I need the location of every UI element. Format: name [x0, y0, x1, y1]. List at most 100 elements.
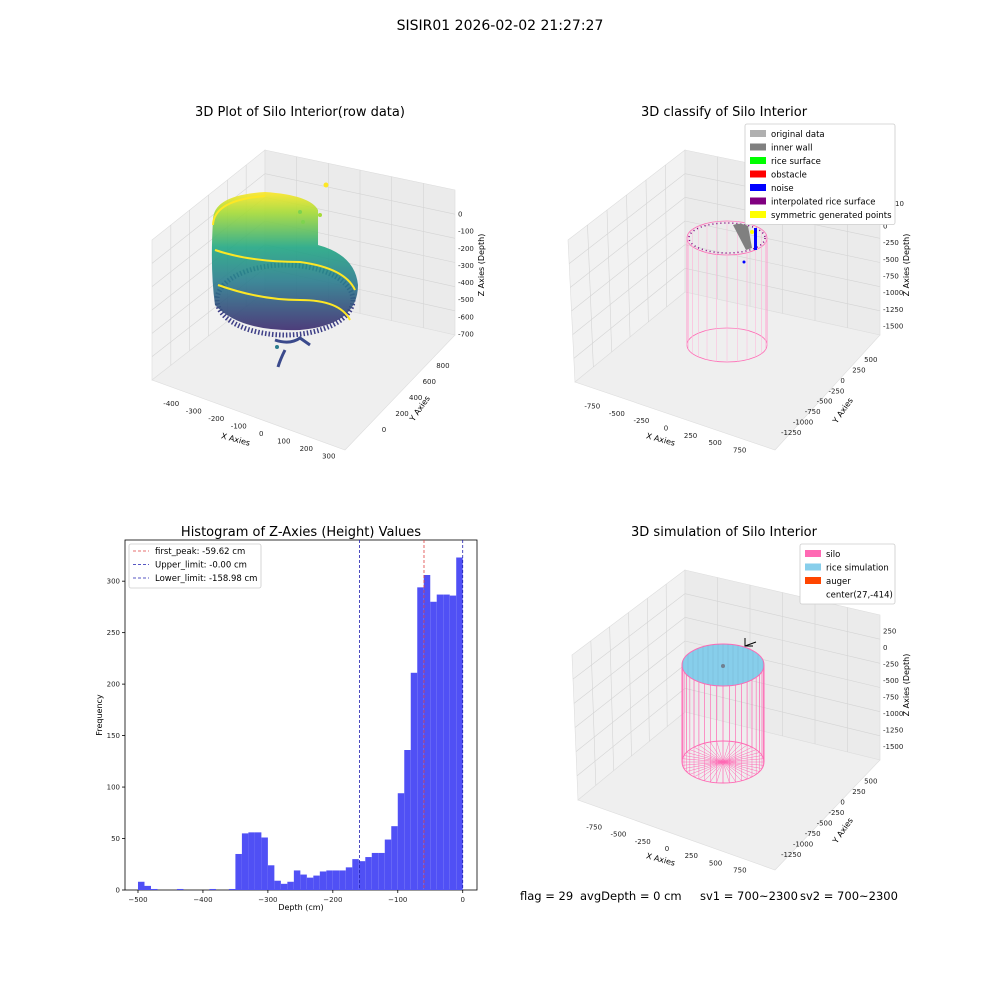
chart4-ylabel: Y Axies — [830, 816, 855, 846]
histogram-bar — [430, 601, 437, 890]
chart2-z-tick: -250 — [883, 239, 899, 247]
histogram-bar — [137, 881, 145, 890]
chart3-legend: first_peak: -59.62 cm Upper_limit: -0.00 … — [128, 543, 262, 589]
chart3-y-tick: 200 — [107, 681, 120, 689]
chart4-y-tick: 0 — [840, 798, 844, 806]
chart3-x-tick: −300 — [258, 896, 277, 904]
chart2-y-tick: -500 — [817, 398, 833, 406]
chart4-z-tick: 250 — [883, 627, 896, 635]
histogram-bar — [449, 595, 457, 890]
histogram-bar — [339, 870, 346, 890]
legend-swatch — [750, 143, 766, 151]
histogram-bar — [345, 867, 353, 890]
chart3-ylabel: Frequency — [95, 694, 104, 736]
chart3-x-tick: −200 — [323, 896, 342, 904]
legend-label: symmetric generated points — [771, 211, 892, 221]
chart4-xlabel: X Axies — [645, 851, 676, 867]
histogram-bar — [365, 857, 372, 890]
chart1-title: 3D Plot of Silo Interior(row data) — [195, 105, 405, 120]
chart4-y-tick: -500 — [817, 819, 833, 827]
chart2-z-tick: -500 — [883, 256, 899, 264]
histogram-bar — [378, 852, 385, 890]
chart2-z-tick: 0 — [883, 222, 887, 230]
chart2-z-tick: -750 — [883, 273, 899, 281]
chart1-z-tick: -400 — [458, 279, 474, 287]
histogram-bar — [436, 594, 444, 890]
histogram-bar — [332, 870, 340, 890]
chart4-z-tick: -500 — [883, 677, 899, 685]
simulation-3d-plot: 3D simulation of Silo Interior -750-500-… — [571, 525, 911, 874]
chart1-y-tick: 600 — [423, 378, 436, 386]
histogram-bar — [352, 859, 359, 890]
chart2-z-tick: -1000 — [883, 289, 903, 297]
chart3-xlabel: Depth (cm) — [278, 903, 323, 912]
chart4-y-tick: -250 — [828, 809, 844, 817]
chart2-y-tick: -250 — [828, 387, 844, 395]
chart4-y-tick: -1250 — [781, 851, 801, 859]
chart4-legend: silo rice simulation auger center(27,-414) — [799, 543, 896, 605]
legend-label: center(27,-414) — [826, 591, 893, 601]
chart3-y-tick: 50 — [111, 835, 120, 843]
histogram-bar — [274, 880, 281, 890]
chart3-y-tick: 150 — [107, 732, 120, 740]
chart1-x-tick: -200 — [208, 415, 224, 423]
chart3-y-tick: 100 — [107, 784, 120, 792]
legend-label: first_peak: -59.62 cm — [155, 547, 245, 557]
histogram-bar — [293, 870, 301, 890]
footer-sv2: sv2 = 700~2300 — [800, 889, 898, 903]
legend-label: noise — [771, 184, 794, 194]
chart4-z-tick: -250 — [883, 660, 899, 668]
chart1-x-tick: 100 — [277, 437, 290, 445]
chart4-x-tick: -750 — [586, 824, 602, 832]
histogram-bar — [456, 557, 463, 890]
chart4-z-tick: -1250 — [883, 726, 903, 734]
chart1-x-tick: 0 — [259, 430, 263, 438]
chart2-y-tick: -1000 — [793, 418, 813, 426]
legend-swatch — [750, 184, 766, 191]
chart1-y-tick: 200 — [395, 410, 408, 418]
chart1-z-tick: -600 — [458, 313, 474, 321]
chart4-x-tick: 750 — [733, 866, 746, 874]
chart1-z-tick: -500 — [458, 296, 474, 304]
chart2-y-tick: 500 — [864, 356, 877, 364]
chart4-y-tick: 250 — [852, 788, 865, 796]
chart2-z-top-label: 10 — [895, 200, 904, 208]
chart2-y-tick: -1250 — [781, 429, 801, 437]
histogram-bar — [319, 871, 327, 890]
chart2-x-tick: -750 — [584, 403, 600, 411]
chart4-x-tick: 0 — [665, 845, 669, 853]
chart2-title: 3D classify of Silo Interior — [641, 105, 808, 120]
chart2-y-tick: 0 — [840, 377, 844, 385]
histogram-bar — [144, 885, 151, 890]
chart2-z-tick: -1250 — [883, 306, 903, 314]
histogram-bar — [391, 826, 398, 890]
legend-swatch — [750, 130, 766, 137]
chart1-z-tick: -200 — [458, 245, 474, 253]
legend-label: original data — [771, 130, 825, 140]
histogram-bar — [241, 833, 249, 890]
footer-avg-depth: avgDepth = 0 cm — [580, 889, 682, 903]
chart2-x-tick: 750 — [733, 446, 746, 454]
classified-silo-wireframe — [686, 220, 768, 363]
chart1-z-tick: 0 — [458, 211, 462, 219]
chart1-y-tick: 400 — [409, 394, 422, 402]
chart1-x-tick: 200 — [300, 445, 313, 453]
histogram-bar — [228, 888, 236, 890]
histogram-bar — [384, 839, 392, 890]
chart1-z-tick: -100 — [458, 228, 474, 236]
chart1-zlabel: Z Axies (Depth) — [477, 234, 486, 297]
chart2-x-tick: 0 — [664, 425, 668, 433]
legend-swatch — [805, 577, 821, 584]
legend-swatch — [750, 197, 766, 205]
chart3-y-tick: 300 — [107, 578, 120, 586]
chart4-z-tick: -1000 — [883, 710, 903, 718]
legend-swatch — [750, 211, 766, 218]
chart2-z-tick: -1500 — [883, 323, 903, 331]
chart3-x-tick: 0 — [460, 896, 464, 904]
chart2-x-tick: 250 — [684, 432, 697, 440]
legend-label: inner wall — [771, 144, 812, 154]
histogram-bar — [404, 750, 411, 890]
legend-label: rice surface — [771, 157, 821, 167]
legend-swatch — [750, 157, 766, 164]
